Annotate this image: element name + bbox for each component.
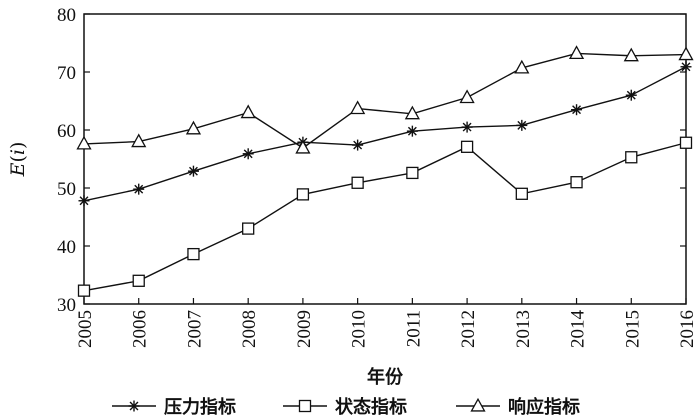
y-axis-title: E(i) bbox=[7, 142, 29, 178]
legend-label-3: 响应指标 bbox=[508, 396, 580, 418]
data-point-s3-5 bbox=[295, 139, 311, 154]
x-tick-label: 2005 bbox=[75, 310, 96, 348]
x-tick-label: 2014 bbox=[568, 310, 589, 349]
series-line-3 bbox=[83, 52, 687, 149]
data-point-s2-8 bbox=[460, 140, 474, 153]
x-axis-title: 年份 bbox=[367, 366, 404, 388]
x-tick-label: 2006 bbox=[130, 310, 151, 348]
data-point-s2-9 bbox=[515, 187, 528, 200]
data-point-s2-12 bbox=[679, 136, 693, 149]
series-line-2 bbox=[83, 142, 687, 292]
x-tick-label: 2008 bbox=[239, 310, 260, 348]
data-point-s3-7 bbox=[404, 105, 420, 120]
x-tick-label: 2016 bbox=[677, 310, 698, 348]
data-point-s1-11 bbox=[625, 89, 637, 101]
x-tick-label: 2009 bbox=[294, 310, 315, 348]
series-line-1 bbox=[83, 66, 687, 202]
legend-label-1: 压力指标 bbox=[164, 396, 236, 418]
data-point-s2-5 bbox=[296, 188, 310, 201]
y-tick-label: 80 bbox=[57, 5, 76, 26]
x-tick-label: 2012 bbox=[458, 310, 479, 348]
x-tick-label: 2013 bbox=[513, 310, 534, 348]
legend-marker-1 bbox=[128, 400, 140, 412]
x-tick-label: 2015 bbox=[622, 310, 643, 348]
data-point-s2-11 bbox=[625, 151, 638, 164]
y-tick-label: 50 bbox=[57, 179, 76, 200]
data-point-s1-3 bbox=[187, 165, 199, 177]
legend-marker-2 bbox=[298, 399, 312, 413]
data-point-s2-1 bbox=[77, 284, 91, 297]
data-point-s1-1 bbox=[78, 195, 90, 207]
data-point-s3-12 bbox=[678, 46, 694, 61]
x-tick-label: 2010 bbox=[349, 310, 370, 348]
y-tick-label: 40 bbox=[57, 237, 76, 258]
y-tick-label: 60 bbox=[57, 121, 76, 142]
data-point-s3-11 bbox=[623, 47, 639, 62]
data-point-s2-6 bbox=[351, 176, 364, 189]
data-point-s1-4 bbox=[242, 148, 254, 160]
data-point-s1-7 bbox=[406, 125, 418, 137]
data-point-s1-10 bbox=[571, 104, 583, 116]
data-point-s3-2 bbox=[131, 133, 147, 148]
data-point-s3-10 bbox=[568, 45, 585, 60]
x-tick-label: 2011 bbox=[403, 310, 424, 347]
data-point-s1-9 bbox=[516, 119, 528, 131]
data-point-s3-6 bbox=[350, 100, 366, 115]
data-point-s3-8 bbox=[459, 89, 475, 104]
legend-label-2: 状态指标 bbox=[335, 396, 407, 418]
data-point-s1-2 bbox=[133, 183, 145, 195]
data-point-s3-4 bbox=[240, 104, 256, 119]
y-tick-label: 70 bbox=[57, 63, 76, 84]
data-point-s2-3 bbox=[187, 247, 200, 261]
y-tick-label: 30 bbox=[57, 295, 76, 316]
data-point-s1-8 bbox=[461, 121, 473, 133]
data-point-s3-3 bbox=[185, 120, 202, 135]
data-point-s2-7 bbox=[406, 166, 419, 180]
legend-marker-3 bbox=[470, 397, 486, 412]
data-point-s2-2 bbox=[132, 274, 145, 287]
data-point-s2-10 bbox=[570, 176, 583, 189]
plot-frame bbox=[83, 13, 687, 305]
x-tick-label: 2007 bbox=[184, 310, 205, 348]
data-point-s2-4 bbox=[242, 222, 255, 235]
data-point-s1-12 bbox=[680, 61, 692, 73]
data-point-s3-9 bbox=[514, 59, 530, 74]
data-point-s1-6 bbox=[352, 139, 364, 151]
data-point-s3-1 bbox=[76, 135, 92, 150]
